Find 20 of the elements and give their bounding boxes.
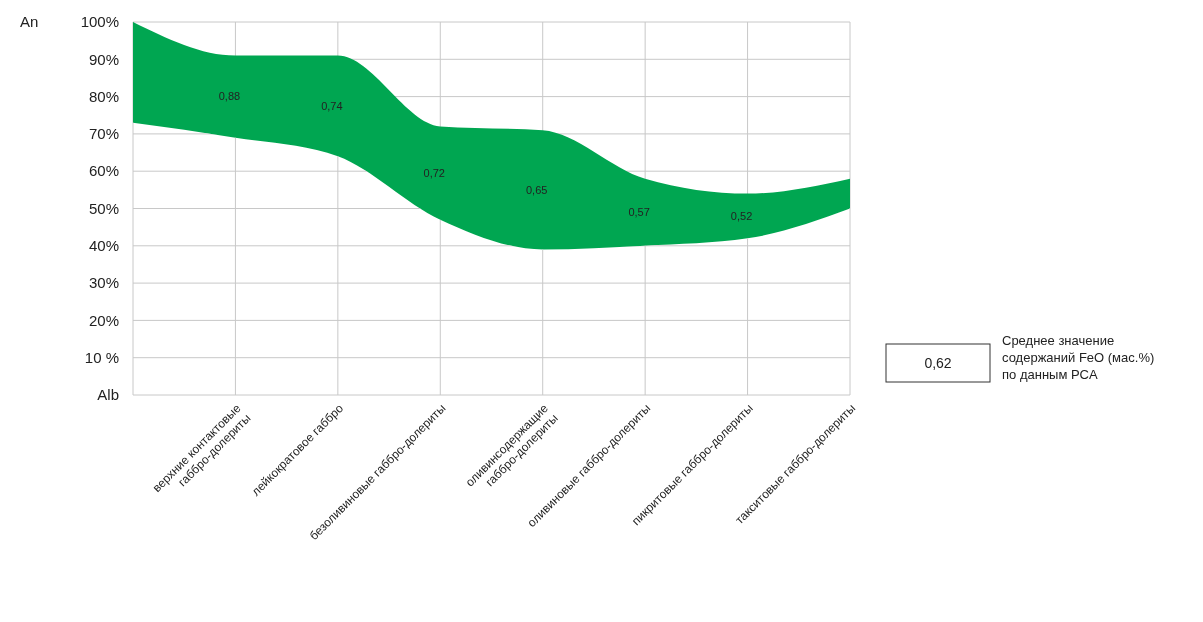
y-axis-title: An xyxy=(20,13,39,31)
y-tick-label: 70% xyxy=(88,125,119,143)
y-tick-label: 50% xyxy=(88,199,119,217)
y-tick-label: 60% xyxy=(88,162,119,180)
annotation: 0,88 xyxy=(218,90,241,103)
text: 0,62 xyxy=(924,354,952,371)
y-tick-label: 40% xyxy=(88,237,119,255)
annotation: 0,74 xyxy=(321,99,343,112)
annotation: 0,65 xyxy=(526,183,548,196)
y-tick-label: 10 % xyxy=(84,348,119,366)
y-tick-label: Alb xyxy=(97,386,119,404)
annotation: 0,52 xyxy=(730,209,753,222)
y-tick-label: 30% xyxy=(88,274,119,292)
annotation: 0,72 xyxy=(423,166,445,179)
y-tick-label: 20% xyxy=(88,311,119,329)
y-tick-label: 80% xyxy=(88,87,119,105)
text: Среднее значение содержаний FeO (мас.%) по данным PCA xyxy=(1002,333,1155,382)
y-tick-label: 90% xyxy=(88,50,119,68)
annotation: 0,57 xyxy=(628,206,650,219)
y-tick-label: 100% xyxy=(80,13,119,31)
